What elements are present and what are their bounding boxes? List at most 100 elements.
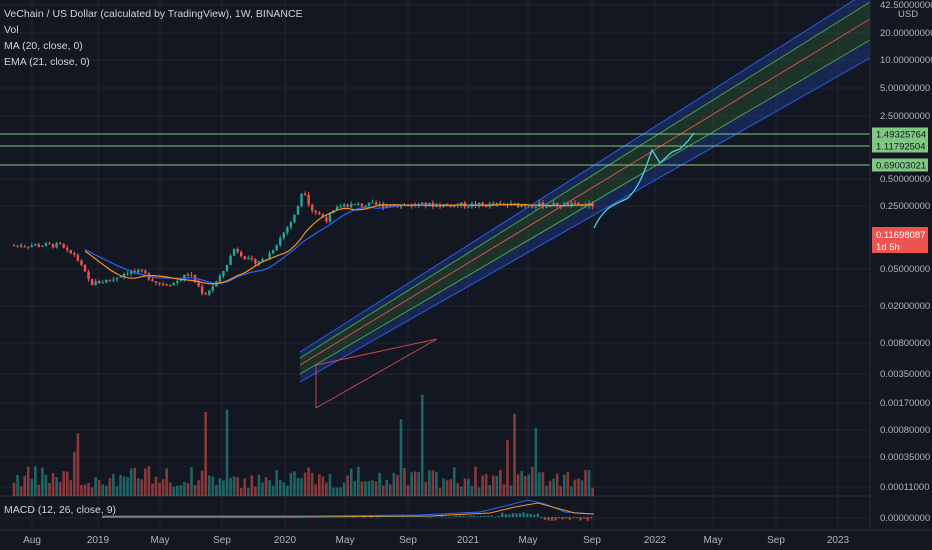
volume-bar [364,481,367,496]
volume-bar [55,477,58,496]
candle-body [119,276,122,278]
volume-bar [541,472,545,496]
time-tick-label: 2019 [87,535,110,546]
macd-histogram-bar [344,516,348,518]
candle-body [115,277,119,280]
volume-bar [307,467,310,496]
volume-bar [119,474,122,496]
candle-body [169,284,172,286]
candle-body [240,251,243,257]
macd-histogram-bar [515,513,518,517]
volume-bar [413,471,417,496]
volume-bar [144,468,147,496]
candle-body [311,204,314,211]
candle-body [151,279,154,282]
macd-histogram-bar [437,516,440,518]
price-tick-label: 2.50000000 [880,111,930,122]
macd-histogram-bar [462,515,465,517]
price-tick-label: 0.05000000 [880,264,930,275]
macd-histogram-bar [405,516,408,517]
candle-body [137,270,140,273]
candle-body [531,206,534,208]
macd-histogram-bar [511,513,515,517]
volume-bar [41,467,44,496]
macd-histogram-bar [568,517,571,520]
ema-indicator-label[interactable]: EMA (21, close, 0) [4,56,90,68]
volume-bar [207,475,211,496]
volume-bar [168,482,172,496]
currency-label: USD [898,9,918,20]
macd-histogram-bar [408,515,412,517]
fib-fan-base [315,338,438,409]
volume-bar [477,487,481,496]
price-axis[interactable]: 42.50000000 20.00000000 10.00000000 5.00000… [869,0,932,530]
volume-bar [293,471,296,496]
macd-histogram-bar [494,516,497,518]
level-tag-box [872,127,928,141]
volume-bar [420,394,424,496]
candle-body [318,212,321,215]
macd-histogram-bar [469,515,472,517]
time-tick-label: 2020 [274,535,297,546]
macd-histogram-bar [483,515,486,517]
volume-bar [570,486,573,496]
symbol-title[interactable]: VeChain / US Dollar (calculated by Tradi… [4,8,303,20]
volume-bar [51,473,55,496]
volume-bar [460,486,463,496]
candle-body [58,242,62,244]
macd-histogram-bar [547,517,550,521]
macd-indicator-label[interactable]: MACD (12, 26, close, 9) [4,504,117,516]
candle-body [225,264,229,272]
volume-bar [26,466,30,496]
volume-bar [122,476,126,496]
volume-bar [325,482,328,496]
macd-histogram-bar [352,516,355,518]
time-tick-label: Sep [399,535,417,546]
macd-histogram-bar [465,516,469,518]
time-tick-label: Sep [767,535,785,546]
volume-bar [399,419,403,496]
volume-bar [87,482,90,496]
moving-average-lines [84,203,593,285]
volume-bar [580,480,584,496]
volume-bar [559,486,562,496]
candle-body [211,286,214,291]
time-tick-label: Sep [213,535,231,546]
volume-bar [176,485,179,496]
ma-indicator-label[interactable]: MA (20, close, 0) [4,40,83,52]
macd-histogram-bar [430,516,433,518]
volume-bar [222,480,225,496]
macd-histogram-bar [412,516,415,517]
macd-pane [102,499,595,521]
price-tick-label: 0.02000000 [880,301,930,312]
macd-histogram-bar [479,515,483,517]
volume-indicator-label[interactable]: Vol [4,24,19,36]
volume-bar [523,476,527,496]
macd-histogram-bar [440,515,444,517]
candle-body [23,246,26,248]
macd-histogram-bar [579,517,582,521]
time-tick-label: May [151,535,170,546]
price-axis-background [870,0,932,530]
volume-bar [165,468,168,496]
macd-histogram-bar [526,513,529,517]
volume-bar [470,485,474,496]
volume-bar [97,480,101,496]
volume-bar [481,475,484,496]
channel-band-top-inner [300,2,870,365]
macd-histogram-bar [334,515,337,517]
macd-histogram-bar [486,515,490,517]
macd-histogram-bar [313,516,316,517]
candle-body [158,282,161,285]
candle-body [16,245,19,247]
candle-body [492,203,495,205]
price-tick-label: 5.00000000 [880,83,930,94]
macd-histogram-bar [458,515,461,517]
volume-bar [232,476,236,496]
volume-bar [456,483,460,496]
volume-bar [573,479,577,496]
volume-bar [321,476,325,496]
time-axis[interactable]: Aug 2019 May Sep 2020 May Sep 2021 May Sep 2022 May… [0,529,932,546]
